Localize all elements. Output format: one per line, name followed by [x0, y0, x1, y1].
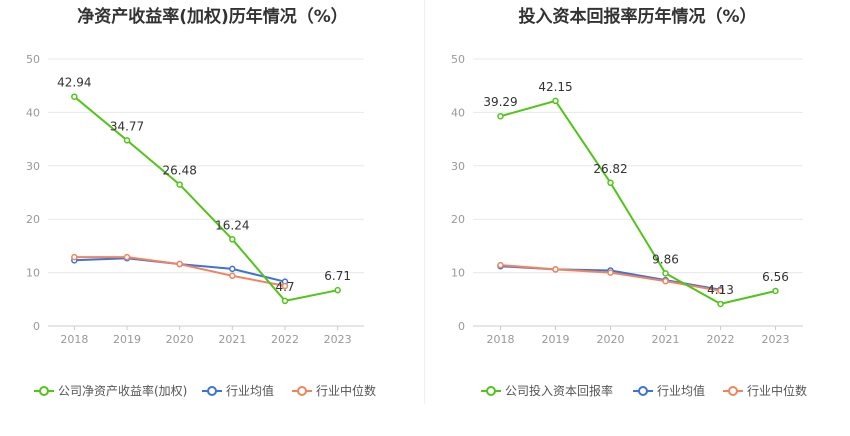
roe-chart-panel: 净资产收益率(加权)历年情况（%） 0 10 20 30 40 50 2018 2019 202… — [0, 7, 425, 402]
data-label: 42.15 — [538, 80, 572, 94]
data-point-median — [552, 266, 559, 273]
legend-item-company[interactable]: 公司投入资本回报率 — [481, 382, 613, 399]
y-tick-label: 10 — [451, 267, 465, 280]
legend-item-mean[interactable]: 行业均值 — [202, 382, 274, 399]
data-label: 34.77 — [110, 119, 144, 133]
data-label: 26.82 — [593, 162, 627, 176]
x-tick-label: 2019 — [542, 333, 570, 346]
x-tick-label: 2020 — [597, 333, 625, 346]
data-label: 6.71 — [324, 269, 351, 283]
data-label: 39.29 — [483, 95, 517, 109]
data-label: 16.24 — [215, 218, 249, 232]
data-label: 6.56 — [762, 270, 789, 284]
data-point-company — [662, 270, 669, 277]
data-point-company — [334, 286, 341, 294]
data-label: 42.94 — [57, 76, 91, 90]
y-tick-label: 20 — [451, 213, 465, 226]
legend-item-company[interactable]: 公司净资产收益率(加权) — [34, 382, 187, 399]
x-tick-label: 2019 — [113, 333, 141, 346]
x-tick-label: 2021 — [218, 333, 246, 346]
legend-company-icon — [481, 385, 501, 397]
roic-chart-panel: 投入资本回报率历年情况（%） 0 10 20 30 40 50 2018 2019 2020 20… — [425, 0, 850, 436]
legend-mean-icon — [633, 385, 653, 397]
data-point-median — [607, 269, 614, 276]
chart-legend: 公司投入资本回报率 行业均值 行业中位数 — [425, 382, 850, 402]
legend-company-label: 公司净资产收益率(加权) — [58, 384, 188, 398]
y-tick-label: 40 — [451, 106, 465, 119]
y-tick-label: 40 — [26, 106, 40, 119]
series-line-company — [73, 95, 338, 302]
chart-title: 投入资本回报率历年情况（%） — [518, 7, 757, 27]
x-tick-label: 2021 — [652, 333, 680, 346]
legend-mean-label: 行业均值 — [657, 384, 706, 398]
data-point-median — [281, 282, 289, 290]
legend-mean-label: 行业均值 — [226, 384, 275, 398]
data-point-median — [176, 260, 183, 268]
x-tick-label: 2018 — [60, 333, 88, 346]
y-tick-label: 30 — [26, 160, 40, 173]
legend-item-mean[interactable]: 行业均值 — [633, 382, 705, 399]
data-point-company — [123, 137, 131, 144]
legend-median-icon — [723, 385, 743, 397]
legend-item-median[interactable]: 行业中位数 — [723, 382, 807, 399]
data-label: 4.13 — [707, 283, 734, 297]
y-tick-label: 50 — [451, 53, 465, 66]
panel-divider — [424, 0, 425, 404]
legend-median-label: 行业中位数 — [747, 384, 808, 398]
series-line-company — [500, 99, 776, 305]
legend-item-median[interactable]: 行业中位数 — [292, 382, 376, 399]
data-point-median — [497, 261, 504, 269]
roic-chart-svg: 0 10 20 30 40 50 2018 2019 2020 2021 2022 2023 39.29… — [451, 53, 803, 346]
data-point-company — [229, 236, 236, 243]
y-tick-label: 50 — [26, 53, 40, 66]
y-tick-label: 30 — [451, 160, 465, 173]
data-point-median — [717, 287, 724, 295]
x-tick-label: 2020 — [166, 333, 194, 346]
data-point-company — [717, 300, 724, 308]
x-tick-label: 2018 — [487, 333, 515, 346]
legend-median-label: 行业中位数 — [316, 384, 377, 398]
data-point-company — [71, 93, 78, 100]
data-label: 9.86 — [652, 252, 679, 266]
x-tick-label: 2023 — [324, 333, 352, 346]
x-tick-label: 2022 — [271, 333, 299, 346]
data-point-company — [607, 179, 614, 187]
y-tick-label: 10 — [26, 267, 40, 280]
data-point-median — [123, 253, 131, 261]
data-point-company — [281, 297, 289, 305]
data-point-company — [552, 97, 559, 105]
data-point-mean — [229, 265, 236, 273]
legend-median-icon — [292, 385, 312, 397]
data-point-company — [176, 181, 183, 188]
y-tick-label: 20 — [26, 213, 40, 226]
data-point-company — [772, 287, 779, 295]
chart-title: 净资产收益率(加权)历年情况（%） — [77, 7, 348, 27]
x-tick-label: 2023 — [762, 333, 790, 346]
y-tick-label: 0 — [458, 320, 465, 333]
y-tick-label: 0 — [33, 320, 40, 333]
data-label: 4.7 — [275, 280, 294, 294]
legend-company-icon — [34, 385, 54, 397]
data-point-median — [229, 272, 236, 280]
roe-chart-svg: 0 10 20 30 40 50 2018 2019 2020 2021 2022 2023 42.94… — [26, 53, 364, 346]
data-point-median — [662, 277, 669, 285]
data-point-company — [497, 112, 504, 120]
chart-legend: 公司净资产收益率(加权) 行业均值 行业中位数 — [0, 382, 425, 402]
data-point-median — [71, 253, 78, 261]
legend-company-label: 公司投入资本回报率 — [505, 384, 614, 398]
legend-mean-icon — [202, 385, 222, 397]
x-tick-label: 2022 — [707, 333, 735, 346]
data-label: 26.48 — [162, 164, 196, 178]
